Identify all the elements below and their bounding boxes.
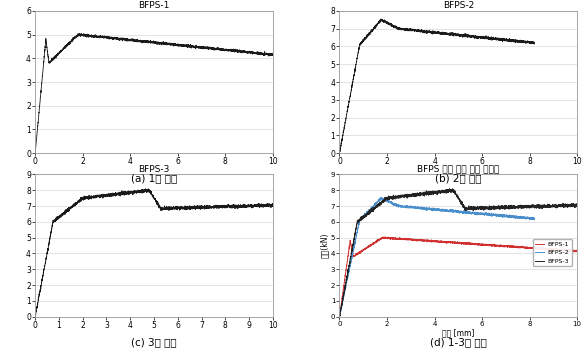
- BFPS-1: [336, 314, 343, 318]
- Line: BFPS-3: BFPS-3: [339, 189, 577, 317]
- BFPS-1: [377, 237, 384, 242]
- BFPS-1: [543, 247, 550, 251]
- Line: BFPS-2: BFPS-2: [339, 197, 534, 317]
- Text: (b) 2번 시편: (b) 2번 시편: [435, 173, 482, 183]
- BFPS-2: [349, 254, 356, 259]
- Text: (d) 1-3번 시편: (d) 1-3번 시편: [430, 337, 487, 347]
- Title: BFPS 하중 변위 비교 그래프: BFPS 하중 변위 비교 그래프: [417, 165, 499, 174]
- BFPS-2: [445, 209, 452, 213]
- BFPS-1: [363, 246, 370, 250]
- BFPS-2: [406, 206, 413, 210]
- BFPS-1: [380, 235, 387, 239]
- BFPS-3: [363, 213, 370, 217]
- BFPS-3: [446, 186, 453, 191]
- BFPS-3: [569, 202, 576, 206]
- BFPS-3: [427, 191, 434, 195]
- BFPS-3: [437, 189, 444, 194]
- BFPS-2: [434, 207, 441, 211]
- BFPS-2: [352, 241, 359, 246]
- BFPS-3: [574, 203, 581, 207]
- Line: BFPS-1: BFPS-1: [339, 237, 577, 316]
- BFPS-3: [543, 204, 550, 209]
- BFPS-2: [476, 211, 483, 215]
- BFPS-3: [336, 314, 343, 319]
- Text: (c) 3번 시편: (c) 3번 시편: [131, 337, 177, 347]
- Title: BFPS-2: BFPS-2: [442, 1, 474, 10]
- BFPS-2: [336, 313, 343, 318]
- BFPS-1: [427, 240, 434, 244]
- Title: BFPS-1: BFPS-1: [138, 1, 170, 10]
- Text: (a) 1번 시편: (a) 1번 시편: [131, 173, 177, 183]
- X-axis label: 변위 [mm]: 변위 [mm]: [442, 328, 475, 337]
- Legend: BFPS-1, BFPS-2, BFPS-3: BFPS-1, BFPS-2, BFPS-3: [533, 239, 572, 266]
- BFPS-1: [438, 240, 445, 244]
- Y-axis label: 하중(kN): 하중(kN): [321, 233, 329, 258]
- Title: BFPS-3: BFPS-3: [138, 165, 170, 174]
- BFPS-1: [569, 249, 576, 253]
- BFPS-3: [377, 202, 384, 206]
- BFPS-1: [574, 249, 581, 253]
